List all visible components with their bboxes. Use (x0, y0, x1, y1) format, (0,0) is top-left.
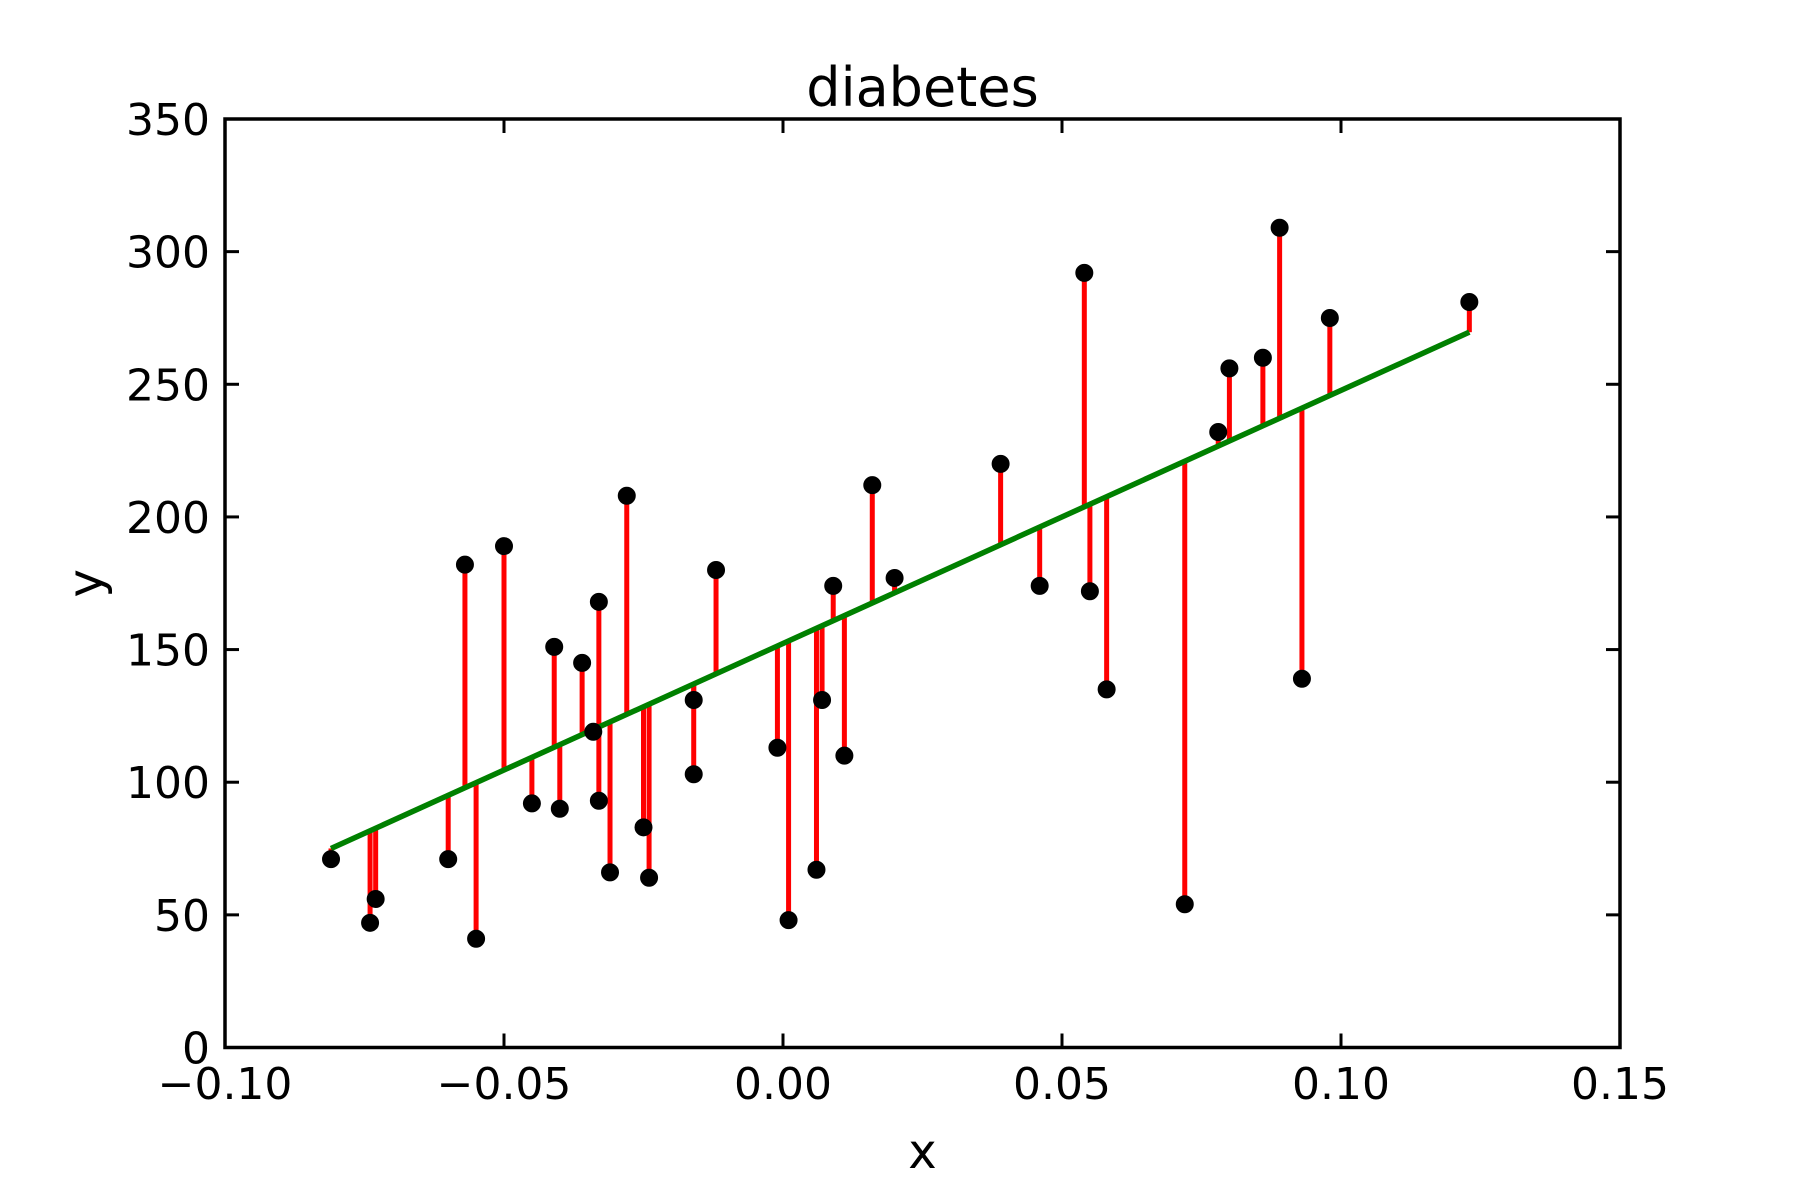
data-point (573, 653, 592, 672)
data-point (779, 911, 798, 930)
data-point (1320, 308, 1339, 327)
y-tick-label: 100 (126, 758, 210, 809)
data-point (455, 555, 474, 574)
scatter-points (322, 218, 1479, 948)
data-point (1460, 293, 1479, 312)
data-point (467, 929, 486, 948)
data-point (1080, 582, 1099, 601)
data-point (617, 486, 636, 505)
data-point (835, 746, 854, 765)
regression-line (329, 329, 1471, 851)
data-point (885, 568, 904, 587)
y-axis-label: y (58, 569, 114, 597)
data-point (545, 637, 564, 656)
data-point (1030, 576, 1049, 595)
axis-ticks (223, 117, 1622, 1049)
y-tick-labels: 0 50 100 150 200 250 300 350 (126, 95, 210, 1075)
axes-spines (223, 117, 1622, 1050)
data-point (1220, 359, 1239, 378)
data-point (1209, 423, 1228, 442)
data-point (522, 794, 541, 813)
x-tick-label: 0.00 (734, 1059, 832, 1110)
x-tick-label: 0.05 (1013, 1059, 1111, 1110)
data-point (768, 738, 787, 757)
y-tick-label: 350 (126, 95, 210, 146)
y-tick-label: 0 (182, 1024, 210, 1075)
data-point (684, 690, 703, 709)
data-point (863, 476, 882, 495)
data-point (601, 863, 620, 882)
data-point (361, 913, 380, 932)
data-point (1097, 680, 1116, 699)
data-point (366, 889, 385, 908)
x-tick-label: −0.10 (158, 1059, 293, 1110)
data-point (991, 454, 1010, 473)
y-tick-label: 200 (126, 493, 210, 544)
y-tick-label: 300 (126, 228, 210, 279)
x-tick-label: 0.15 (1571, 1059, 1669, 1110)
data-point (322, 850, 341, 869)
data-point (1253, 348, 1272, 367)
data-point (824, 576, 843, 595)
residual-lines (328, 227, 1472, 939)
data-point (1075, 263, 1094, 282)
data-point (589, 592, 608, 611)
x-tick-labels: −0.10 −0.05 0.00 0.05 0.10 0.15 (158, 1059, 1669, 1110)
data-point (439, 850, 458, 869)
data-point (707, 560, 726, 579)
data-point (807, 860, 826, 879)
data-point (584, 722, 603, 741)
x-tick-label: 0.10 (1292, 1059, 1390, 1110)
data-point (1270, 218, 1289, 237)
y-tick-label: 250 (126, 360, 210, 411)
data-point (684, 765, 703, 784)
data-point (1292, 669, 1311, 688)
y-tick-label: 150 (126, 626, 210, 677)
data-point (1175, 895, 1194, 914)
data-point (589, 791, 608, 810)
data-point (495, 537, 513, 556)
chart-title: diabetes (806, 56, 1038, 119)
x-tick-label: −0.05 (437, 1059, 572, 1110)
y-tick-label: 50 (154, 891, 210, 942)
x-axis-label: x (908, 1124, 936, 1180)
data-point (813, 690, 832, 709)
data-point (640, 868, 659, 887)
data-point (634, 818, 653, 837)
data-point (550, 799, 569, 818)
